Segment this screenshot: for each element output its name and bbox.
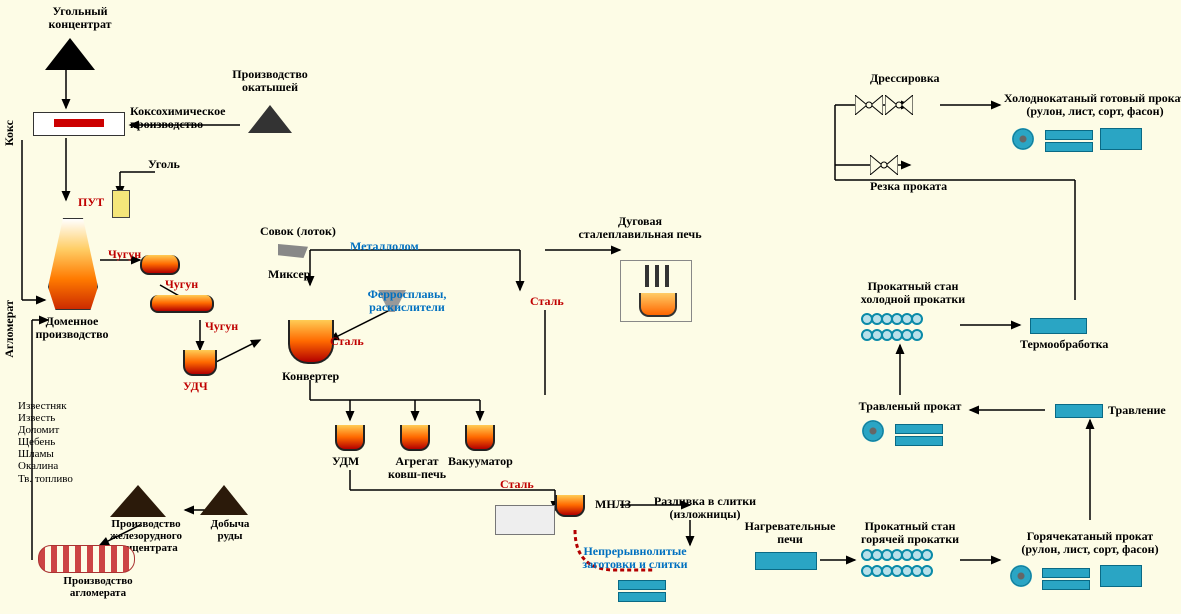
billet2-icon	[618, 592, 666, 602]
coldmill-label: Прокатный стан холодной прокатки	[848, 280, 978, 306]
lf-icon	[400, 425, 430, 451]
hotmill-icon	[862, 548, 932, 582]
pig1: Чугун	[108, 248, 141, 261]
coke-prod-label: Коксохимическое производство	[130, 105, 250, 131]
scoop-label: Совок (лоток)	[260, 225, 336, 238]
cut-valve-icon	[870, 155, 898, 175]
pellet-icon	[248, 105, 292, 133]
pickle-box-icon	[1055, 404, 1103, 418]
ore-mine-icon	[200, 485, 248, 515]
pickled-label: Травленый прокат	[850, 400, 970, 413]
pig2: Чугун	[165, 278, 198, 291]
eaf-icon	[620, 260, 692, 322]
hot-slab1-icon	[1042, 568, 1090, 578]
reheat-icon	[755, 552, 817, 570]
reheat-label: Нагревательные печи	[735, 520, 845, 546]
cold-coil-icon	[1012, 128, 1034, 150]
udch-ladle-icon	[183, 350, 217, 376]
converter-label: Конвертер	[282, 370, 339, 383]
coldmill-icon	[862, 312, 922, 346]
put-label: ПУТ	[78, 196, 104, 209]
vac-icon	[465, 425, 495, 451]
eaf-label: Дуговая сталеплавильная печь	[560, 215, 720, 241]
coke-plant-box	[33, 112, 125, 136]
torpedo1-icon	[140, 255, 180, 275]
hotprod-label: Горячекатаный прокат (рулон, лист, сорт,…	[1000, 530, 1180, 556]
ore-mine-label: Добыча руды	[200, 518, 260, 542]
vac-label: Вакууматор	[448, 455, 513, 468]
hot-sheet-icon	[1100, 565, 1142, 587]
mnlz-label: МНЛЗ	[595, 498, 631, 511]
heat-box-icon	[1030, 318, 1087, 334]
mixer-label: Миксер	[268, 268, 310, 281]
pickled-slab1	[895, 424, 943, 434]
ferro-label: Ферросплавы, раскислители	[352, 288, 462, 314]
coldprod-label: Холоднокатаный готовый прокат (рулон, ли…	[1000, 92, 1181, 118]
billet1-icon	[618, 580, 666, 590]
cold-sheet	[1100, 128, 1142, 150]
udch-label: УДЧ	[183, 380, 208, 393]
steel1: Сталь	[330, 335, 364, 348]
hotmill-label: Прокатный стан горячей прокатки	[850, 520, 970, 546]
skin-label: Дрессировка	[870, 72, 940, 85]
agglo-vlabel: Агломерат	[2, 300, 17, 358]
mnlz-machine-icon	[495, 505, 555, 535]
agglo-plant-label: Производство агломерата	[48, 575, 148, 599]
cold-slab1	[1045, 130, 1093, 140]
pickle-label: Травление	[1108, 404, 1166, 417]
mnlz-ladle-icon	[555, 495, 585, 517]
cc-label: Непрерывнолитые заготовки и слитки	[560, 545, 710, 571]
pig3: Чугун	[205, 320, 238, 333]
scrap-label: Металлолом	[350, 240, 419, 253]
steel3: Сталь	[530, 295, 564, 308]
hot-slab2-icon	[1042, 580, 1090, 590]
coal-conc-icon	[45, 38, 95, 70]
ingot-label: Разливка в слитки (изложницы)	[640, 495, 770, 521]
coke-vlabel: Кокс	[2, 120, 17, 146]
coal-label: Уголь	[148, 158, 180, 171]
lf-label: Агрегат ковш-печь	[382, 455, 452, 481]
agglo-plant-icon	[38, 545, 135, 573]
hot-coil-icon	[1010, 565, 1032, 587]
ore-conc-icon	[110, 485, 166, 517]
udm-icon	[335, 425, 365, 451]
coal-conc-label: Угольный концентрат	[30, 5, 130, 31]
udm-label: УДМ	[332, 455, 359, 468]
pellet-label: Производство окатышей	[210, 68, 330, 94]
put-box	[112, 190, 130, 218]
skin-valve2-icon	[885, 95, 913, 115]
torpedo2-icon	[150, 295, 214, 313]
cold-slab2	[1045, 142, 1093, 152]
steel2: Сталь	[500, 478, 534, 491]
heat-label: Термообработка	[1020, 338, 1108, 351]
cut-label: Резка проката	[870, 180, 947, 193]
blast-furnace-label: Доменное производство	[22, 315, 122, 341]
converter-icon	[288, 320, 334, 364]
pickled-coil-icon	[862, 420, 884, 442]
raw-list: Известняк Известь Доломит Щебень Шламы О…	[18, 400, 98, 485]
pickled-slab2	[895, 436, 943, 446]
skin-valve-icon	[855, 95, 883, 115]
